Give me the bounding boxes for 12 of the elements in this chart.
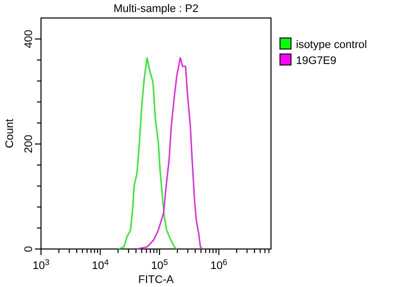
x-axis-title: FITC-A: [138, 274, 174, 286]
chart-title: Multi-sample : P2: [114, 3, 198, 15]
y-axis-title: Count: [4, 118, 16, 148]
y-tick-label: 0: [23, 246, 35, 252]
x-tick-label: 10$^{4}$: [92, 258, 110, 272]
x-tick-label: 10$^{3}$: [32, 258, 50, 272]
x-tick-label: 10$^{5}$: [151, 258, 168, 272]
y-tick-label: 400: [23, 30, 35, 48]
y-tick-label: 200: [23, 134, 35, 154]
legend-label: 19G7E9: [296, 55, 336, 67]
x-tick-label: 10$^{6}$: [210, 258, 228, 272]
legend-label: isotype control: [296, 39, 367, 51]
